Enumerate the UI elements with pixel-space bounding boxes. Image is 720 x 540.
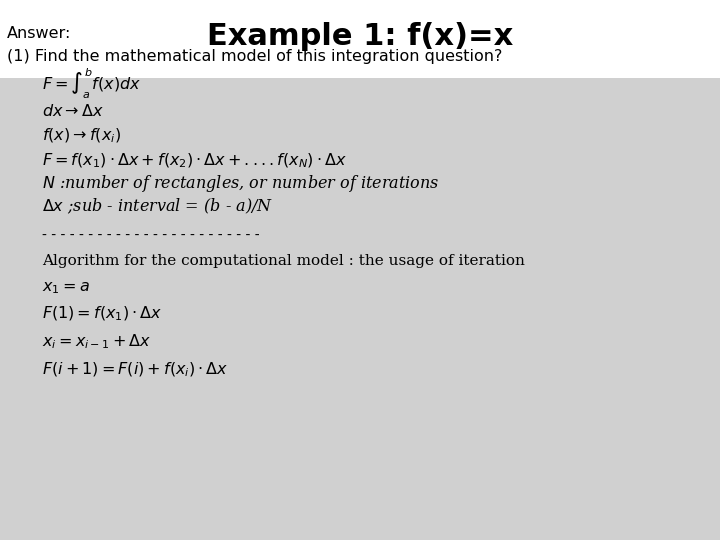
Text: Answer:: Answer: xyxy=(7,26,71,41)
Text: Algorithm for the computational model : the usage of iteration: Algorithm for the computational model : … xyxy=(42,254,525,268)
Text: - - - - - - - - - - - - - - - - - - - - - - - -: - - - - - - - - - - - - - - - - - - - - … xyxy=(42,228,259,242)
Text: $N$ :number of rectangles, or number of iterations: $N$ :number of rectangles, or number of … xyxy=(42,173,439,194)
Text: $\Delta x$ ;sub - interval = (b - a)/N: $\Delta x$ ;sub - interval = (b - a)/N xyxy=(42,197,273,217)
Text: $F(i+1) = F(i) + f(x_i) \cdot \Delta x$: $F(i+1) = F(i) + f(x_i) \cdot \Delta x$ xyxy=(42,361,228,379)
Text: $x_i = x_{i-1} + \Delta x$: $x_i = x_{i-1} + \Delta x$ xyxy=(42,332,151,350)
Text: $dx \rightarrow \Delta x$: $dx \rightarrow \Delta x$ xyxy=(42,103,104,120)
Text: $f(x) \rightarrow f(x_i)$: $f(x) \rightarrow f(x_i)$ xyxy=(42,127,121,145)
Text: $F = f(x_1) \cdot \Delta x + f(x_2) \cdot \Delta x + ....f(x_N) \cdot \Delta x$: $F = f(x_1) \cdot \Delta x + f(x_2) \cdo… xyxy=(42,151,347,170)
Text: $x_1 = a$: $x_1 = a$ xyxy=(42,279,89,296)
Text: (1) Find the mathematical model of this integration question?: (1) Find the mathematical model of this … xyxy=(7,49,503,64)
Text: $F = \int_a^b f(x)dx$: $F = \int_a^b f(x)dx$ xyxy=(42,66,141,101)
Text: $F(1) = f(x_1) \cdot \Delta x$: $F(1) = f(x_1) \cdot \Delta x$ xyxy=(42,305,162,323)
Text: Example 1: f(x)=x: Example 1: f(x)=x xyxy=(207,22,513,51)
FancyBboxPatch shape xyxy=(0,78,720,540)
